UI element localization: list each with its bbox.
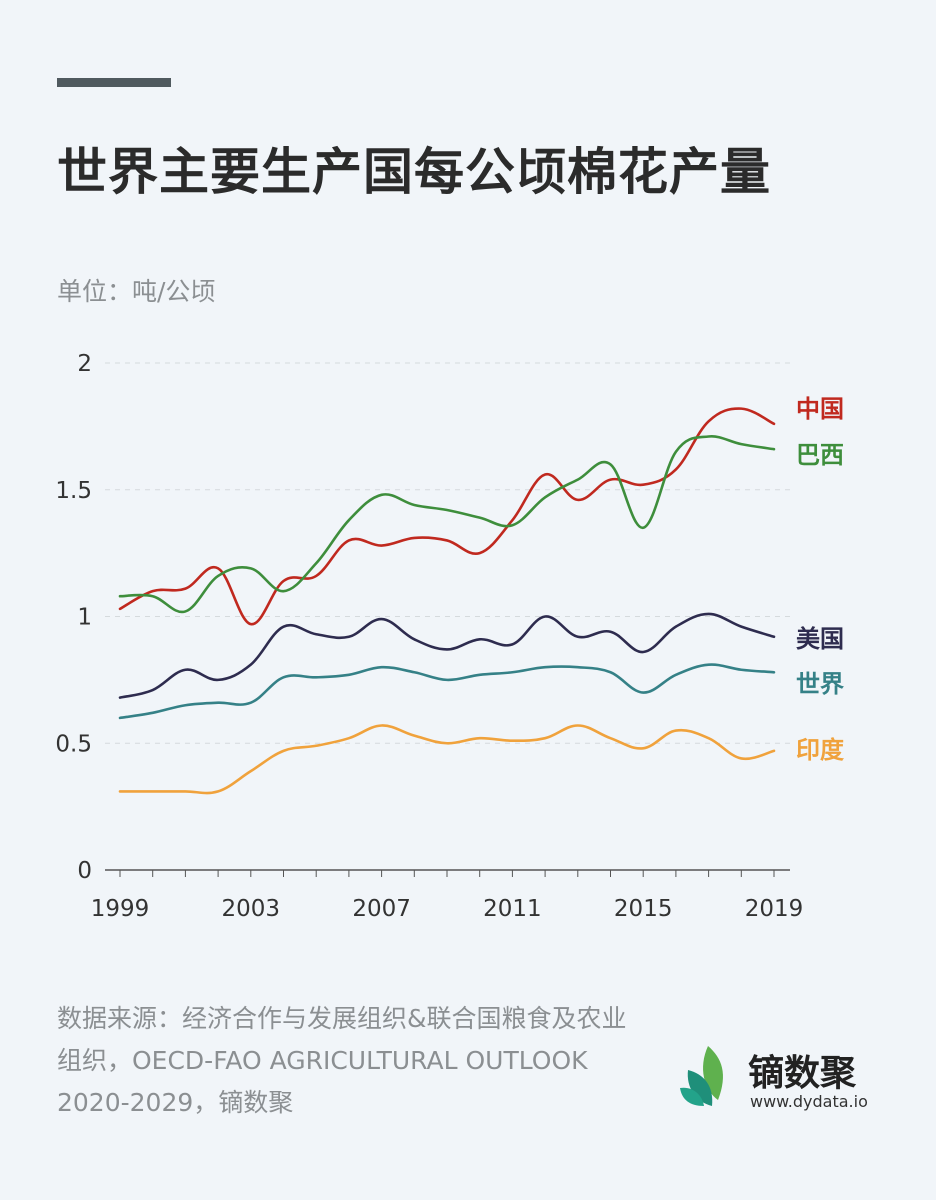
series-label: 美国	[796, 625, 844, 653]
series-label: 中国	[796, 395, 844, 423]
series-line	[118, 612, 776, 699]
y-tick-label: 2	[77, 351, 92, 377]
y-tick-label: 0.5	[55, 731, 92, 757]
y-tick-label: 0	[77, 858, 92, 884]
series-lines	[118, 407, 776, 795]
gridlines	[105, 362, 790, 744]
source-note: 数据来源：经济合作与发展组织&联合国粮食及农业组织，OECD-FAO AGRIC…	[57, 1004, 627, 1117]
logo-url: www.dydata.io	[750, 1092, 868, 1111]
brand-logo: 镝数聚 www.dydata.io	[678, 1040, 888, 1120]
axes: 0 0.5 1 1.5 2 1999 2003 2007 2011 2015 2019	[55, 351, 803, 922]
x-tick-label: 2007	[352, 896, 411, 922]
series-line	[118, 407, 776, 626]
y-tick-label: 1	[77, 605, 92, 631]
x-tick-label: 2003	[222, 896, 281, 922]
x-tick-label: 2011	[483, 896, 542, 922]
x-tick-label: 1999	[91, 896, 150, 922]
x-tick-label: 2019	[745, 896, 804, 922]
chart-title: 世界主要生产国每公顷棉花产量	[57, 143, 771, 201]
series-line	[118, 663, 776, 720]
series-label: 印度	[796, 736, 845, 764]
series-line	[118, 724, 776, 795]
line-chart: 0 0.5 1 1.5 2 1999 2003 2007 2011 2015 2019 中国巴西美国…	[55, 351, 845, 922]
x-tick-label: 2015	[614, 896, 673, 922]
series-label: 巴西	[796, 441, 844, 469]
logo-name: 镝数聚	[748, 1053, 857, 1094]
title-accent-bar	[57, 78, 171, 87]
leaf-logo-icon	[680, 1046, 723, 1106]
series-label: 世界	[796, 670, 844, 698]
unit-label: 单位：吨/公顷	[57, 277, 216, 306]
y-tick-label: 1.5	[55, 478, 92, 504]
series-line	[118, 435, 776, 614]
